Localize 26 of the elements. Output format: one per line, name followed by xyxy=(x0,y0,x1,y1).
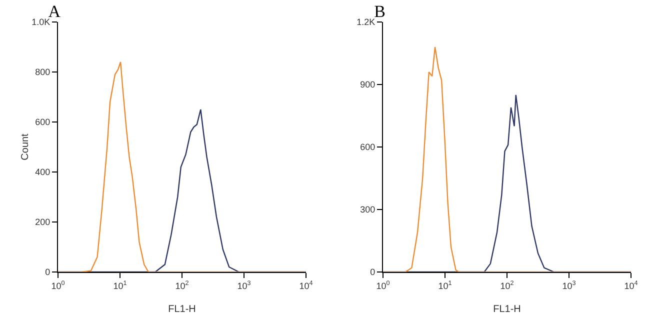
chart-title: B xyxy=(374,2,386,21)
x-tick-label: 10$^{4}$ xyxy=(624,280,638,291)
y-tick-label: 600 xyxy=(360,142,376,152)
y-tick-label: 200 xyxy=(35,217,50,228)
y-axis-title: Count xyxy=(20,133,31,160)
x-tick-label: 10$^{1}$ xyxy=(438,280,452,291)
y-tick-label: 900 xyxy=(360,80,376,90)
y-tick-label: 800 xyxy=(35,67,50,78)
x-tick-label: 10$^{3}$ xyxy=(562,280,576,291)
chart-title: A xyxy=(48,2,62,21)
x-tick-label: 10$^{4}$ xyxy=(299,280,314,291)
x-tick-label: 10$^{3}$ xyxy=(237,280,252,291)
x-tick-label: 10$^{0}$ xyxy=(376,280,390,291)
y-tick-label: 0 xyxy=(45,267,50,278)
y-tick-label: 600 xyxy=(35,117,50,128)
y-tick-label: 400 xyxy=(35,167,50,178)
x-tick-label: 10$^{0}$ xyxy=(51,280,66,291)
x-axis-title: FL1-H xyxy=(168,304,196,315)
y-tick-label: 300 xyxy=(360,204,376,215)
y-tick-label: 1.0K xyxy=(32,17,50,28)
x-axis-title: FL1-H xyxy=(493,304,521,315)
x-tick-label: 10$^{2}$ xyxy=(500,280,514,291)
y-tick-label: 0 xyxy=(370,267,376,278)
x-tick-label: 10$^{1}$ xyxy=(113,280,128,291)
y-tick-label: 1.2K xyxy=(356,17,376,28)
x-tick-label: 10$^{2}$ xyxy=(175,280,190,291)
